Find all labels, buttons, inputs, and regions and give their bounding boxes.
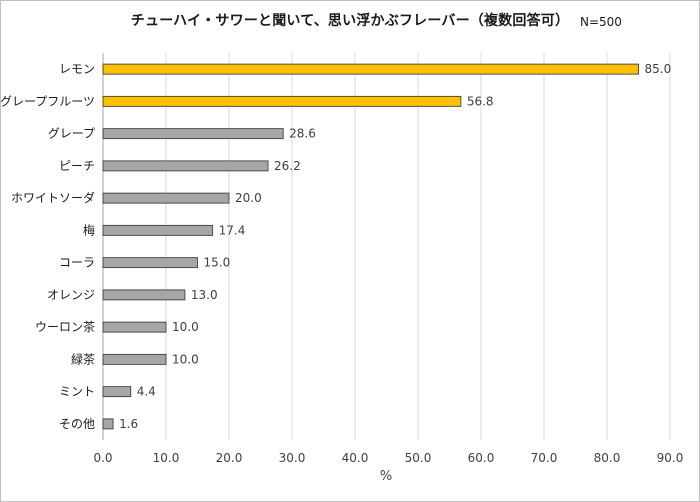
value-label: 28.6 bbox=[289, 127, 316, 141]
value-label: 10.0 bbox=[172, 352, 199, 366]
category-label: レモン bbox=[59, 62, 95, 76]
x-tick-label: 60.0 bbox=[468, 451, 495, 465]
bar bbox=[102, 128, 284, 140]
bar bbox=[102, 160, 269, 172]
sample-size-note: N=500 bbox=[580, 15, 622, 29]
value-label: 15.0 bbox=[204, 256, 231, 270]
category-label: ミント bbox=[59, 385, 95, 399]
x-tick-label: 30.0 bbox=[279, 451, 306, 465]
bar bbox=[102, 418, 114, 430]
bar bbox=[102, 321, 167, 333]
value-label: 4.4 bbox=[137, 385, 156, 399]
category-label: その他 bbox=[59, 417, 95, 431]
bar bbox=[102, 386, 132, 398]
category-label: ピーチ bbox=[59, 159, 95, 173]
category-label: グレープフルーツ bbox=[0, 94, 95, 108]
bar bbox=[102, 192, 230, 204]
bar bbox=[102, 353, 167, 365]
bar bbox=[102, 63, 639, 75]
category-label: 梅 bbox=[83, 222, 95, 237]
category-label: コーラ bbox=[59, 256, 95, 270]
value-label: 20.0 bbox=[235, 191, 262, 205]
value-label: 1.6 bbox=[119, 417, 138, 431]
chart-title: チューハイ・サワーと聞いて、思い浮かぶフレーバー（複数回答可） bbox=[130, 13, 570, 29]
value-label: 17.4 bbox=[219, 223, 246, 237]
x-axis-title: % bbox=[380, 469, 392, 484]
bar bbox=[102, 95, 462, 107]
category-label: オレンジ bbox=[47, 288, 95, 302]
x-tick-label: 10.0 bbox=[153, 451, 180, 465]
bar bbox=[102, 224, 214, 236]
x-tick-label: 0.0 bbox=[93, 451, 112, 465]
x-tick-label: 70.0 bbox=[531, 451, 558, 465]
category-label: グレープ bbox=[48, 127, 95, 141]
x-tick-label: 20.0 bbox=[216, 451, 243, 465]
x-tick-label: 80.0 bbox=[594, 451, 621, 465]
bar bbox=[102, 289, 186, 301]
value-label: 10.0 bbox=[172, 320, 199, 334]
category-label: ホワイトソーダ bbox=[11, 190, 95, 205]
bar bbox=[102, 257, 198, 269]
value-label: 26.2 bbox=[274, 159, 301, 173]
x-tick-label: 90.0 bbox=[657, 451, 684, 465]
gridlines bbox=[102, 53, 671, 440]
category-label: 緑茶 bbox=[71, 351, 95, 366]
labels: 0.0 10.0 20.0 30.0 40.0 50.0 60.0 70.0 80.0 90.0 レ… bbox=[0, 62, 683, 465]
x-tick-label: 50.0 bbox=[405, 451, 432, 465]
value-label: 13.0 bbox=[191, 288, 218, 302]
bars bbox=[102, 63, 639, 430]
x-tick-label: 40.0 bbox=[342, 451, 369, 465]
category-label: ウーロン茶 bbox=[35, 319, 95, 334]
value-label: 56.8 bbox=[467, 94, 494, 108]
value-label: 85.0 bbox=[645, 62, 672, 76]
